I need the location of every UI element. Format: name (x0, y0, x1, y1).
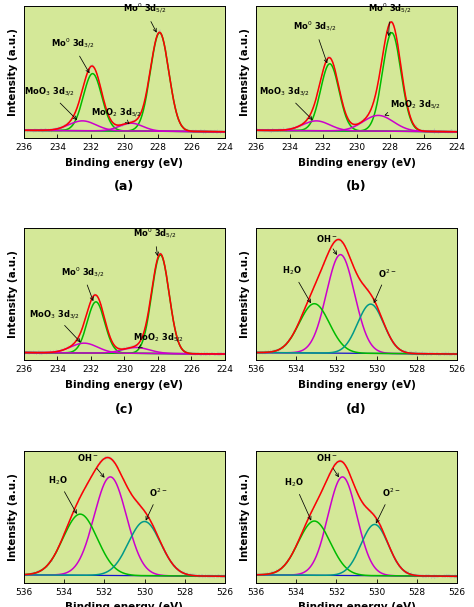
X-axis label: Binding energy (eV): Binding energy (eV) (298, 602, 416, 607)
Text: Mo$^0$ 3d$_{5/2}$: Mo$^0$ 3d$_{5/2}$ (368, 2, 412, 35)
Text: (a): (a) (114, 180, 135, 194)
Y-axis label: Intensity (a.u.): Intensity (a.u.) (9, 28, 18, 116)
X-axis label: Binding energy (eV): Binding energy (eV) (65, 158, 183, 168)
Text: MoO$_2$ 3d$_{5/2}$: MoO$_2$ 3d$_{5/2}$ (91, 106, 141, 124)
Text: O$^{2-}$: O$^{2-}$ (146, 487, 168, 520)
Y-axis label: Intensity (a.u.): Intensity (a.u.) (240, 473, 250, 561)
Text: OH$^-$: OH$^-$ (316, 452, 338, 476)
Text: MoO$_3$ 3d$_{3/2}$: MoO$_3$ 3d$_{3/2}$ (24, 86, 77, 120)
Text: H$_2$O: H$_2$O (283, 265, 310, 302)
Text: O$^{2-}$: O$^{2-}$ (374, 267, 396, 302)
Text: MoO$_3$ 3d$_{3/2}$: MoO$_3$ 3d$_{3/2}$ (259, 86, 312, 120)
Y-axis label: Intensity (a.u.): Intensity (a.u.) (240, 28, 250, 116)
Text: (d): (d) (346, 402, 367, 416)
X-axis label: Binding energy (eV): Binding energy (eV) (65, 602, 183, 607)
Text: MoO$_3$ 3d$_{3/2}$: MoO$_3$ 3d$_{3/2}$ (28, 308, 80, 342)
Text: OH$^-$: OH$^-$ (316, 232, 337, 254)
Text: Mo$^0$ 3d$_{3/2}$: Mo$^0$ 3d$_{3/2}$ (61, 265, 104, 300)
Text: O$^{2-}$: O$^{2-}$ (376, 487, 400, 523)
Text: (b): (b) (346, 180, 367, 194)
Y-axis label: Intensity (a.u.): Intensity (a.u.) (240, 251, 250, 338)
Text: Mo$^0$ 3d$_{5/2}$: Mo$^0$ 3d$_{5/2}$ (123, 2, 166, 32)
Text: Mo$^0$ 3d$_{3/2}$: Mo$^0$ 3d$_{3/2}$ (293, 20, 337, 63)
Text: H$_2$O: H$_2$O (284, 476, 311, 520)
Text: H$_2$O: H$_2$O (48, 474, 76, 514)
Text: MoO$_2$ 3d$_{5/2}$: MoO$_2$ 3d$_{5/2}$ (133, 331, 183, 348)
X-axis label: Binding energy (eV): Binding energy (eV) (298, 380, 416, 390)
X-axis label: Binding energy (eV): Binding energy (eV) (298, 158, 416, 168)
Text: (c): (c) (115, 402, 134, 416)
Text: OH$^-$: OH$^-$ (77, 452, 104, 477)
Text: MoO$_2$ 3d$_{5/2}$: MoO$_2$ 3d$_{5/2}$ (385, 98, 441, 115)
Y-axis label: Intensity (a.u.): Intensity (a.u.) (9, 251, 18, 338)
Y-axis label: Intensity (a.u.): Intensity (a.u.) (9, 473, 18, 561)
Text: Mo$^0$ 3d$_{5/2}$: Mo$^0$ 3d$_{5/2}$ (133, 227, 176, 256)
X-axis label: Binding energy (eV): Binding energy (eV) (65, 380, 183, 390)
Text: Mo$^0$ 3d$_{3/2}$: Mo$^0$ 3d$_{3/2}$ (51, 37, 94, 73)
